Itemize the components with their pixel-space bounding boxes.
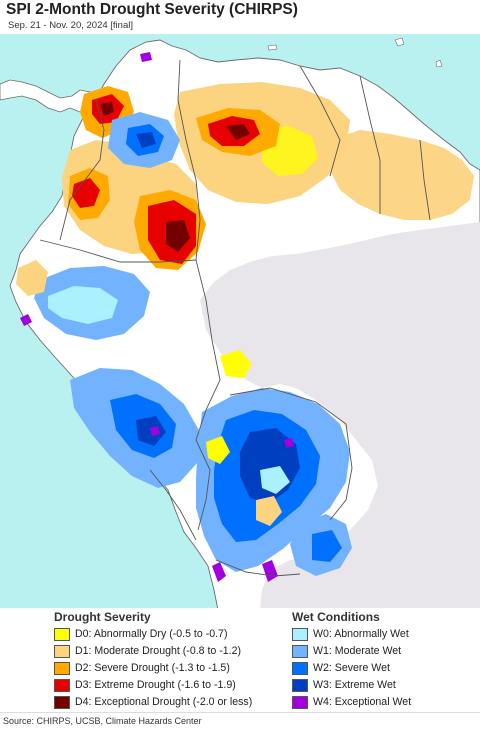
drought-d1-ecuador — [16, 260, 48, 296]
legend-label-d3: D3: Extreme Drought (-1.6 to -1.9) — [75, 679, 236, 691]
map-header: SPI 2-Month Drought Severity (CHIRPS) Se… — [0, 0, 480, 34]
source-credit: Source: CHIRPS, UCSB, Climate Hazards Ce… — [3, 716, 202, 726]
legend-label-d1: D1: Moderate Drought (-0.8 to -1.2) — [75, 645, 242, 657]
legend-swatch-w1 — [292, 644, 308, 658]
caribbean-island — [435, 59, 443, 68]
drought-d0-peru-east — [220, 350, 252, 378]
legend-item-d1: D1: Moderate Drought (-0.8 to -1.2) — [54, 643, 241, 659]
map-footer: Source: CHIRPS, UCSB, Climate Hazards Ce… — [0, 712, 480, 730]
drought-map[interactable] — [0, 30, 480, 610]
drought-d4-venezuela — [226, 124, 250, 140]
drought-d3-colombia-west — [72, 178, 100, 208]
wet-w0-peru-north — [48, 286, 118, 324]
drought-d4-colombia-east — [166, 220, 190, 252]
drought-d0-bolivia — [206, 436, 230, 464]
wet-w2-paraguay — [312, 530, 342, 562]
legend-item-w2: W2: Severe Wet — [292, 660, 390, 676]
map-title: SPI 2-Month Drought Severity (CHIRPS) — [6, 1, 298, 18]
legend-label-w3: W3: Extreme Wet — [313, 679, 396, 691]
wet-w4-peru-coast — [212, 562, 226, 582]
legend-item-d4: D4: Exceptional Drought (-2.0 or less) — [54, 694, 252, 710]
legend-item-d0: D0: Abnormally Dry (-0.5 to -0.7) — [54, 626, 227, 642]
legend-label-d2: D2: Severe Drought (-1.3 to -1.5) — [75, 662, 230, 674]
legend-label-d4: D4: Exceptional Drought (-2.0 or less) — [75, 696, 253, 708]
legend-label-w1: W1: Moderate Wet — [313, 645, 402, 657]
wet-w4-bolivia-south — [262, 560, 278, 582]
legend-label-d0: D0: Abnormally Dry (-0.5 to -0.7) — [75, 628, 228, 640]
caribbean-island — [267, 44, 278, 51]
legend-item-w0: W0: Abnormally Wet — [292, 626, 409, 642]
guiana-region — [330, 130, 474, 220]
legend-item-d2: D2: Severe Drought (-1.3 to -1.5) — [54, 660, 230, 676]
legend-swatch-d3 — [54, 678, 70, 692]
drought-d1-bolivia-south — [256, 496, 282, 526]
legend-swatch-d4 — [54, 695, 70, 709]
legend-swatch-d1 — [54, 644, 70, 658]
legend-item-w4: W4: Exceptional Wet — [292, 694, 411, 710]
drought-d4-colombia-north — [100, 102, 114, 116]
legend-label-w4: W4: Exceptional Wet — [313, 696, 412, 708]
no-data-region — [200, 222, 480, 610]
wet-legend-heading: Wet Conditions — [292, 610, 380, 624]
legend-swatch-d2 — [54, 661, 70, 675]
wet-w4-bolivia-east — [284, 438, 294, 448]
legend-swatch-w3 — [292, 678, 308, 692]
wet-w3-colombia — [136, 132, 156, 148]
legend-label-w2: W2: Severe Wet — [313, 662, 390, 674]
wet-w4-peru-south — [150, 426, 160, 436]
legend-swatch-w4 — [292, 695, 308, 709]
legend-item-d3: D3: Extreme Drought (-1.6 to -1.9) — [54, 677, 236, 693]
legend-swatch-w2 — [292, 661, 308, 675]
country-borders — [39, 59, 431, 577]
caribbean-island — [394, 37, 405, 47]
legend-label-w0: W0: Abnormally Wet — [313, 628, 409, 640]
legend-swatch-d0 — [54, 627, 70, 641]
map-legend: Drought Severity Wet Conditions D0: Abno… — [0, 608, 480, 712]
legend-item-w1: W1: Moderate Wet — [292, 643, 401, 659]
wet-w4-panama — [140, 52, 152, 62]
wet-w0-bolivia — [260, 466, 290, 494]
map-subtitle: Sep. 21 - Nov. 20, 2024 [final] — [8, 20, 133, 31]
wet-w4-ecuador-coast — [20, 314, 32, 326]
drought-legend-heading: Drought Severity — [54, 610, 151, 624]
legend-swatch-w0 — [292, 627, 308, 641]
legend-item-w3: W3: Extreme Wet — [292, 677, 396, 693]
